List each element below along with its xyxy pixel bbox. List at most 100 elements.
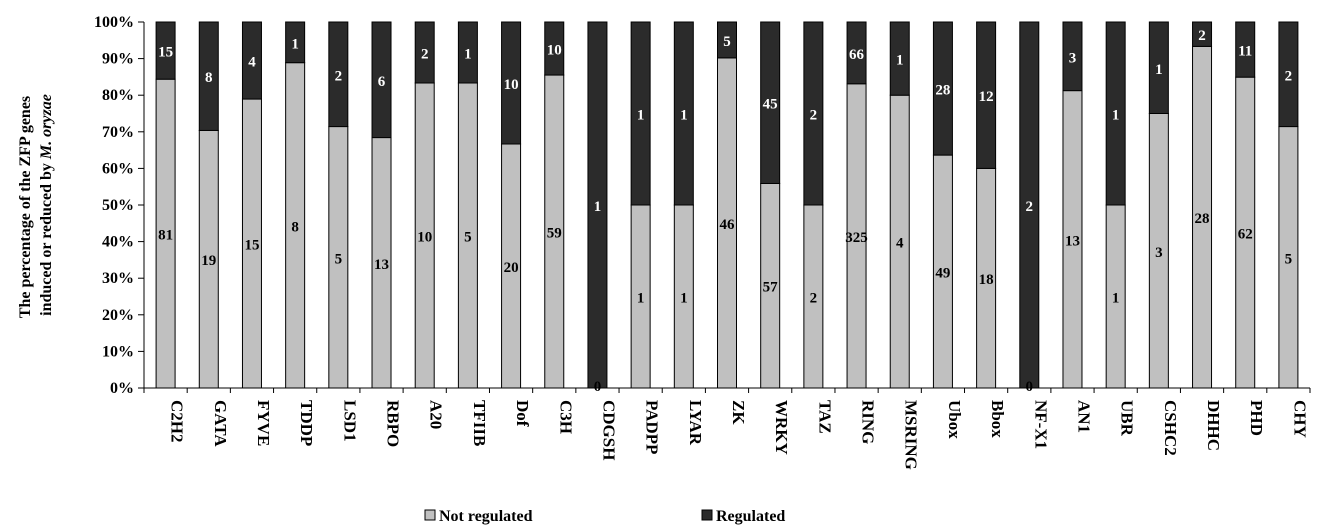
data-label-not-regulated: 62: [1238, 227, 1253, 243]
data-label-regulated: 1: [291, 36, 299, 52]
data-label-not-regulated: 15: [244, 238, 259, 254]
bar-regulated: [760, 21, 781, 184]
category-label: RING: [859, 400, 878, 444]
bar-regulated: [1192, 21, 1213, 47]
data-label-regulated: 1: [680, 108, 688, 124]
y-tick-label: 20%: [102, 307, 134, 324]
category-label: Bbox: [988, 400, 1007, 438]
category-label: DHHC: [1204, 400, 1223, 451]
y-tick-label: 10%: [102, 343, 134, 360]
category-label: WRKY: [772, 400, 791, 455]
data-label-not-regulated: 13: [1065, 233, 1080, 249]
y-tick-label: 30%: [102, 270, 134, 287]
data-label-not-regulated: 59: [547, 226, 562, 242]
data-label-regulated: 66: [849, 47, 865, 63]
category-label: ZK: [729, 400, 748, 425]
category-label: TAZ: [815, 400, 834, 434]
data-label-not-regulated: 3: [1155, 245, 1163, 261]
data-label-regulated: 1: [637, 108, 645, 124]
bar-regulated: [544, 21, 565, 76]
data-label-not-regulated: 18: [979, 272, 994, 288]
bar-regulated: [803, 21, 824, 206]
bar-regulated: [846, 21, 867, 85]
data-label-not-regulated: 5: [1285, 251, 1293, 267]
category-label: TDDP: [297, 400, 316, 446]
y-axis-label-line2-prefix: induced or reduced by: [38, 159, 55, 316]
legend-swatch-regulated: [701, 509, 713, 521]
bar-regulated: [414, 21, 435, 84]
data-label-not-regulated: 0: [594, 379, 602, 395]
data-label-not-regulated: 49: [935, 266, 950, 282]
data-label-regulated: 1: [464, 47, 472, 63]
data-label-regulated: 10: [504, 77, 519, 93]
category-label: Dof: [513, 400, 532, 427]
legend-swatch-not-regulated: [424, 509, 436, 521]
category-label: C3H: [556, 400, 575, 434]
category-label: GATA: [211, 400, 230, 447]
data-label-regulated: 1: [896, 53, 904, 69]
bar-regulated: [285, 21, 306, 64]
data-label-regulated: 28: [935, 83, 950, 99]
category-label: PADPP: [643, 400, 662, 454]
category-label: LSD1: [340, 400, 359, 442]
data-label-regulated: 45: [763, 97, 778, 113]
data-label-regulated: 2: [335, 68, 343, 84]
bar-regulated: [198, 21, 219, 131]
data-label-regulated: 2: [810, 108, 818, 124]
data-label-regulated: 1: [594, 199, 602, 215]
bar-regulated: [1148, 21, 1169, 114]
legend: Not regulated Regulated: [424, 508, 785, 525]
data-label-regulated: 3: [1069, 50, 1077, 66]
y-tick-label: 50%: [102, 197, 134, 214]
data-label-not-regulated: 1: [637, 291, 645, 307]
data-label-not-regulated: 20: [504, 260, 519, 276]
plot-area: 0%10%20%30%40%50%60%70%80%90%100%8115C2H…: [94, 14, 1311, 470]
category-label: LYAR: [686, 400, 705, 446]
legend-label-regulated: Regulated: [716, 508, 785, 525]
y-axis-label-line1: The percentage of the ZFP genes: [17, 96, 34, 318]
data-label-not-regulated: 13: [374, 257, 389, 273]
bar-regulated: [932, 21, 953, 156]
bar-regulated: [717, 21, 737, 59]
data-label-not-regulated: 2: [810, 291, 818, 307]
bar-regulated: [889, 21, 910, 96]
data-label-not-regulated: 57: [763, 280, 779, 296]
data-label-not-regulated: 4: [896, 236, 904, 252]
y-tick-label: 70%: [102, 124, 134, 141]
data-label-not-regulated: 325: [845, 230, 868, 246]
category-label: CHY: [1290, 400, 1309, 438]
bar-regulated: [241, 21, 262, 100]
category-label: FYVE: [254, 400, 273, 446]
data-label-regulated: 2: [1198, 28, 1206, 44]
bar-regulated: [587, 21, 608, 389]
bar-regulated: [1235, 21, 1256, 78]
data-label-not-regulated: 28: [1195, 211, 1210, 227]
data-label-not-regulated: 81: [158, 228, 173, 244]
bar-regulated: [630, 21, 651, 206]
category-label: C2H2: [168, 400, 187, 443]
bar-regulated: [371, 21, 392, 139]
data-label-regulated: 4: [248, 55, 256, 71]
category-label: AN1: [1074, 400, 1093, 433]
category-label: NF-X1: [1031, 400, 1050, 449]
data-label-not-regulated: 5: [464, 230, 472, 246]
y-tick-label: 60%: [102, 160, 134, 177]
data-label-not-regulated: 5: [335, 251, 343, 267]
data-label-regulated: 8: [205, 70, 213, 86]
data-label-regulated: 5: [723, 34, 731, 50]
bar-regulated: [155, 21, 176, 80]
y-tick-label: 0%: [110, 380, 134, 397]
bar-regulated: [328, 21, 349, 128]
data-label-regulated: 2: [1026, 199, 1034, 215]
data-label-not-regulated: 19: [201, 253, 216, 269]
y-tick-label: 40%: [102, 234, 134, 251]
category-label: Ubox: [945, 400, 964, 439]
data-label-not-regulated: 0: [1026, 379, 1034, 395]
data-label-regulated: 1: [1112, 108, 1120, 124]
data-label-regulated: 6: [378, 74, 386, 90]
bar-regulated: [673, 21, 694, 206]
y-tick-label: 80%: [102, 87, 134, 104]
y-tick-label: 100%: [94, 14, 134, 31]
data-label-not-regulated: 8: [291, 219, 299, 235]
